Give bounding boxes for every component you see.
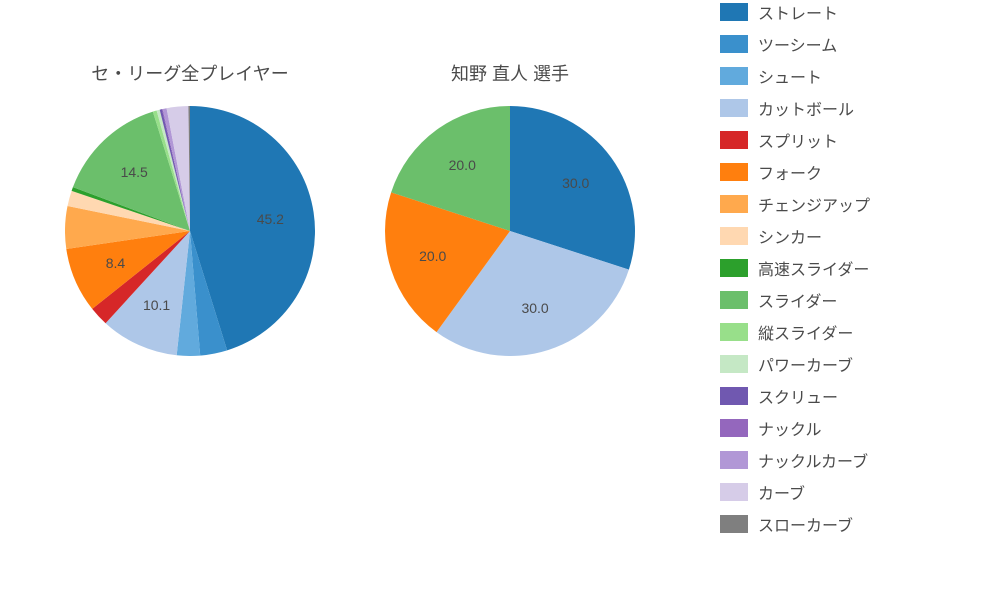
pie-value-label: 10.1: [143, 297, 170, 313]
legend-item: 縦スライダー: [720, 320, 1000, 344]
chart-right: 知野 直人 選手 30.0 30.0 20.0 20.0: [385, 60, 635, 361]
legend-swatch: [720, 3, 748, 21]
chart-left: セ・リーグ全プレイヤー 45.2 10.1 8.4 14.5: [65, 60, 315, 361]
chart-left-title: セ・リーグ全プレイヤー: [65, 60, 315, 86]
legend-label: 高速スライダー: [758, 256, 869, 280]
legend-swatch: [720, 483, 748, 501]
legend-swatch: [720, 355, 748, 373]
legend-item: シンカー: [720, 224, 1000, 248]
pie-right: 30.0 30.0 20.0 20.0: [385, 106, 635, 356]
pie-value-label: 30.0: [521, 300, 548, 316]
legend-label: シンカー: [758, 224, 822, 248]
pie-left: 45.2 10.1 8.4 14.5: [65, 106, 315, 356]
legend-item: ナックル: [720, 416, 1000, 440]
pie-value-label: 30.0: [562, 175, 589, 191]
legend-item: カットボール: [720, 96, 1000, 120]
legend-label: フォーク: [758, 160, 822, 184]
legend-item: スクリュー: [720, 384, 1000, 408]
legend-swatch: [720, 323, 748, 341]
pie-value-label: 20.0: [419, 248, 446, 264]
legend-label: ストレート: [758, 0, 838, 24]
legend-swatch: [720, 195, 748, 213]
legend-swatch: [720, 515, 748, 533]
legend-label: ナックルカーブ: [758, 448, 868, 472]
legend-swatch: [720, 99, 748, 117]
chart-right-title: 知野 直人 選手: [385, 60, 635, 86]
legend-label: スライダー: [758, 288, 837, 312]
legend-swatch: [720, 291, 748, 309]
legend: ストレートツーシームシュートカットボールスプリットフォークチェンジアップシンカー…: [720, 0, 1000, 544]
legend-label: シュート: [758, 64, 822, 88]
legend-swatch: [720, 419, 748, 437]
legend-label: ナックル: [758, 416, 822, 440]
legend-item: スプリット: [720, 128, 1000, 152]
legend-item: スライダー: [720, 288, 1000, 312]
legend-swatch: [720, 163, 748, 181]
legend-item: 高速スライダー: [720, 256, 1000, 280]
pie-value-label: 14.5: [121, 164, 148, 180]
legend-label: スクリュー: [758, 384, 838, 408]
legend-swatch: [720, 131, 748, 149]
legend-label: チェンジアップ: [758, 192, 870, 216]
legend-swatch: [720, 387, 748, 405]
legend-label: ツーシーム: [758, 32, 837, 56]
legend-item: フォーク: [720, 160, 1000, 184]
legend-swatch: [720, 227, 748, 245]
legend-label: 縦スライダー: [758, 320, 853, 344]
legend-label: パワーカーブ: [758, 352, 853, 376]
legend-label: カットボール: [758, 96, 854, 120]
pie-value-label: 20.0: [449, 157, 476, 173]
legend-item: ツーシーム: [720, 32, 1000, 56]
legend-item: スローカーブ: [720, 512, 1000, 536]
pie-value-label: 45.2: [257, 211, 284, 227]
legend-label: スプリット: [758, 128, 838, 152]
legend-item: カーブ: [720, 480, 1000, 504]
pie-value-label: 8.4: [106, 255, 125, 271]
legend-item: シュート: [720, 64, 1000, 88]
legend-swatch: [720, 35, 748, 53]
legend-item: パワーカーブ: [720, 352, 1000, 376]
legend-label: カーブ: [758, 480, 805, 504]
legend-swatch: [720, 451, 748, 469]
legend-swatch: [720, 67, 748, 85]
legend-label: スローカーブ: [758, 512, 853, 536]
legend-item: ナックルカーブ: [720, 448, 1000, 472]
legend-item: ストレート: [720, 0, 1000, 24]
legend-item: チェンジアップ: [720, 192, 1000, 216]
legend-swatch: [720, 259, 748, 277]
